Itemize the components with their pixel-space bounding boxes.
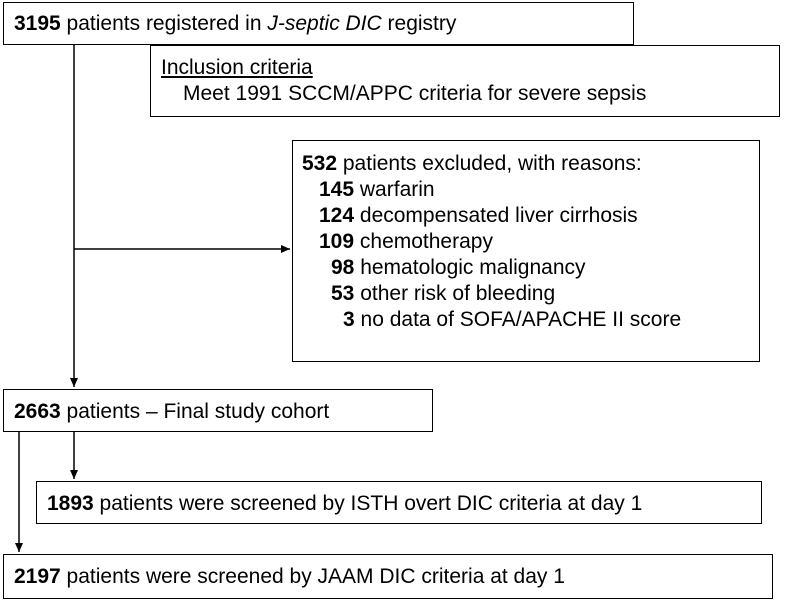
exclusion-reason-label: chemotherapy <box>359 230 493 253</box>
exclusion-reason-label: hematologic malignancy <box>360 256 586 279</box>
jaam-screening-box: 2197 patients were screened by JAAM DIC … <box>3 554 773 599</box>
exclusion-reason-label: other risk of bleeding <box>360 282 556 305</box>
exclusion-reason: 124 decompensated liver cirrhosis <box>302 203 759 229</box>
excluded-count: 532 <box>302 152 338 175</box>
isth-count: 1893 <box>47 492 94 515</box>
jaam-count: 2197 <box>14 565 61 588</box>
exclusion-reason-label: warfarin <box>359 178 435 201</box>
cohort-text: patients – Final study cohort <box>60 400 330 423</box>
cohort-count: 2663 <box>14 400 61 423</box>
exclusion-reason-count: 109 <box>319 230 355 253</box>
exclusion-reason-label: no data of SOFA/APACHE II score <box>360 308 682 331</box>
excluded-text: patients excluded, with reasons: <box>337 152 642 175</box>
exclusion-reason: 3 no data of SOFA/APACHE II score <box>302 307 759 333</box>
registry-text-after: registry <box>381 12 457 35</box>
exclusion-reason-count: 124 <box>319 204 355 227</box>
exclusion-reason-label: decompensated liver cirrhosis <box>359 204 638 227</box>
exclusion-reason-count: 98 <box>331 256 355 279</box>
registry-text-before: patients registered in <box>60 12 268 35</box>
exclusion-reason: 109 chemotherapy <box>302 229 759 255</box>
exclusion-reason-count: 53 <box>331 282 355 305</box>
final-cohort-box: 2663 patients – Final study cohort <box>3 389 433 432</box>
isth-text: patients were screened by ISTH overt DIC… <box>93 492 643 515</box>
registry-count: 3195 <box>14 12 61 35</box>
isth-screening-box: 1893 patients were screened by ISTH over… <box>36 481 762 524</box>
excluded-header: 532 patients excluded, with reasons: <box>302 151 759 177</box>
inclusion-criterion: Meet 1991 SCCM/APPC criteria for severe … <box>183 82 647 105</box>
exclusion-reason-count: 145 <box>319 178 355 201</box>
registry-name: J-septic DIC <box>267 12 382 35</box>
inclusion-heading: Inclusion criteria <box>161 56 313 79</box>
exclusion-reason: 98 hematologic malignancy <box>302 255 759 281</box>
excluded-box: 532 patients excluded, with reasons: 145… <box>292 140 760 362</box>
exclusion-reason-count: 3 <box>343 308 355 331</box>
registry-box: 3195 patients registered in J-septic DIC… <box>3 2 634 45</box>
exclusion-reason: 145 warfarin <box>302 177 759 203</box>
jaam-text: patients were screened by JAAM DIC crite… <box>60 565 565 588</box>
exclusion-reason: 53 other risk of bleeding <box>302 281 759 307</box>
inclusion-criteria-box: Inclusion criteria Meet 1991 SCCM/APPC cr… <box>150 45 780 117</box>
